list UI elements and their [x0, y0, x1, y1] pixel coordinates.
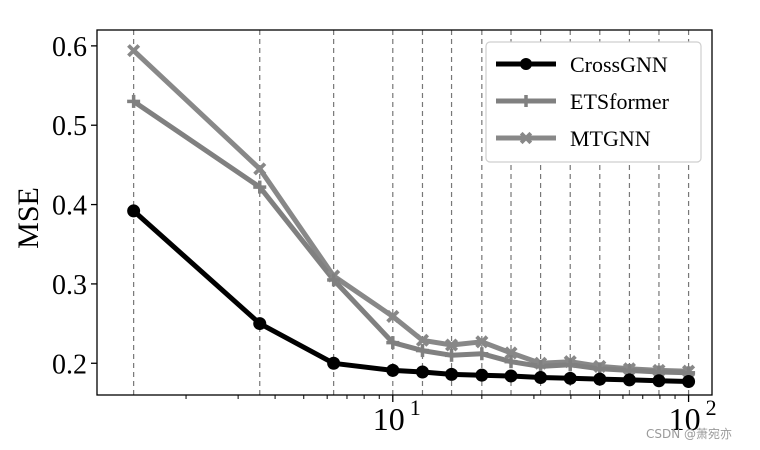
legend-marker-crossgnn	[520, 58, 532, 70]
point-crossgnn-6	[475, 368, 489, 382]
point-etsformer-3	[386, 336, 400, 350]
point-etsformer-0	[127, 94, 141, 108]
point-crossgnn-11	[622, 373, 636, 387]
point-crossgnn-1	[253, 317, 267, 331]
point-crossgnn-10	[593, 372, 607, 386]
point-crossgnn-7	[504, 369, 518, 383]
point-crossgnn-5	[445, 367, 459, 381]
point-mtgnn-7	[504, 346, 518, 360]
point-mtgnn-3	[386, 309, 400, 323]
point-mtgnn-4	[415, 333, 430, 347]
x-tick-exponent: 2	[706, 395, 717, 420]
point-crossgnn-13	[682, 375, 696, 389]
vertical-gridlines	[133, 30, 690, 395]
point-mtgnn-6	[475, 335, 489, 349]
legend-box	[485, 41, 702, 163]
x-tick-label: 10	[373, 401, 405, 437]
legend-marker-etsformer	[520, 95, 532, 107]
point-etsformer-9	[563, 358, 577, 372]
x-tick-exponent: 1	[410, 395, 421, 420]
point-mtgnn-5	[445, 338, 459, 352]
plot-frame	[96, 29, 713, 396]
y-axis-title: MSE	[12, 187, 45, 249]
point-etsformer-5	[445, 348, 459, 362]
point-etsformer-7	[504, 355, 518, 369]
point-crossgnn-12	[652, 374, 666, 388]
legend-label-crossgnn: CrossGNN	[570, 52, 668, 77]
point-mtgnn-1	[253, 162, 267, 176]
point-etsformer-2	[327, 273, 341, 287]
y-tick-label: 0.4	[52, 191, 87, 222]
point-crossgnn-3	[386, 363, 400, 377]
legend-label-etsformer: ETSformer	[570, 89, 670, 114]
point-crossgnn-0	[127, 204, 141, 218]
point-mtgnn-0	[127, 44, 141, 58]
point-crossgnn-8	[534, 371, 548, 385]
legend-marker-mtgnn	[519, 131, 533, 145]
legend: CrossGNN ETSformer MTGNN	[485, 41, 702, 163]
point-etsformer-8	[534, 359, 548, 373]
point-etsformer-4	[415, 344, 429, 358]
series-markers	[127, 44, 696, 389]
y-tick-label: 0.3	[52, 270, 87, 301]
watermark: CSDN @萧宛亦	[646, 426, 732, 441]
point-crossgnn-9	[563, 371, 577, 385]
point-etsformer-6	[475, 347, 489, 361]
x-tick-label: 10	[669, 401, 701, 437]
y-tick-label: 0.6	[52, 32, 87, 63]
y-tick-label: 0.2	[52, 349, 87, 380]
y-tick-label: 0.5	[52, 111, 87, 142]
axes: 0.20.30.40.50.610 1 10 2	[52, 29, 717, 437]
point-etsformer-1	[253, 180, 267, 194]
legend-label-mtgnn: MTGNN	[570, 126, 651, 151]
point-crossgnn-2	[327, 356, 341, 370]
series-line-crossgnn	[131, 209, 689, 384]
point-crossgnn-4	[415, 365, 429, 379]
